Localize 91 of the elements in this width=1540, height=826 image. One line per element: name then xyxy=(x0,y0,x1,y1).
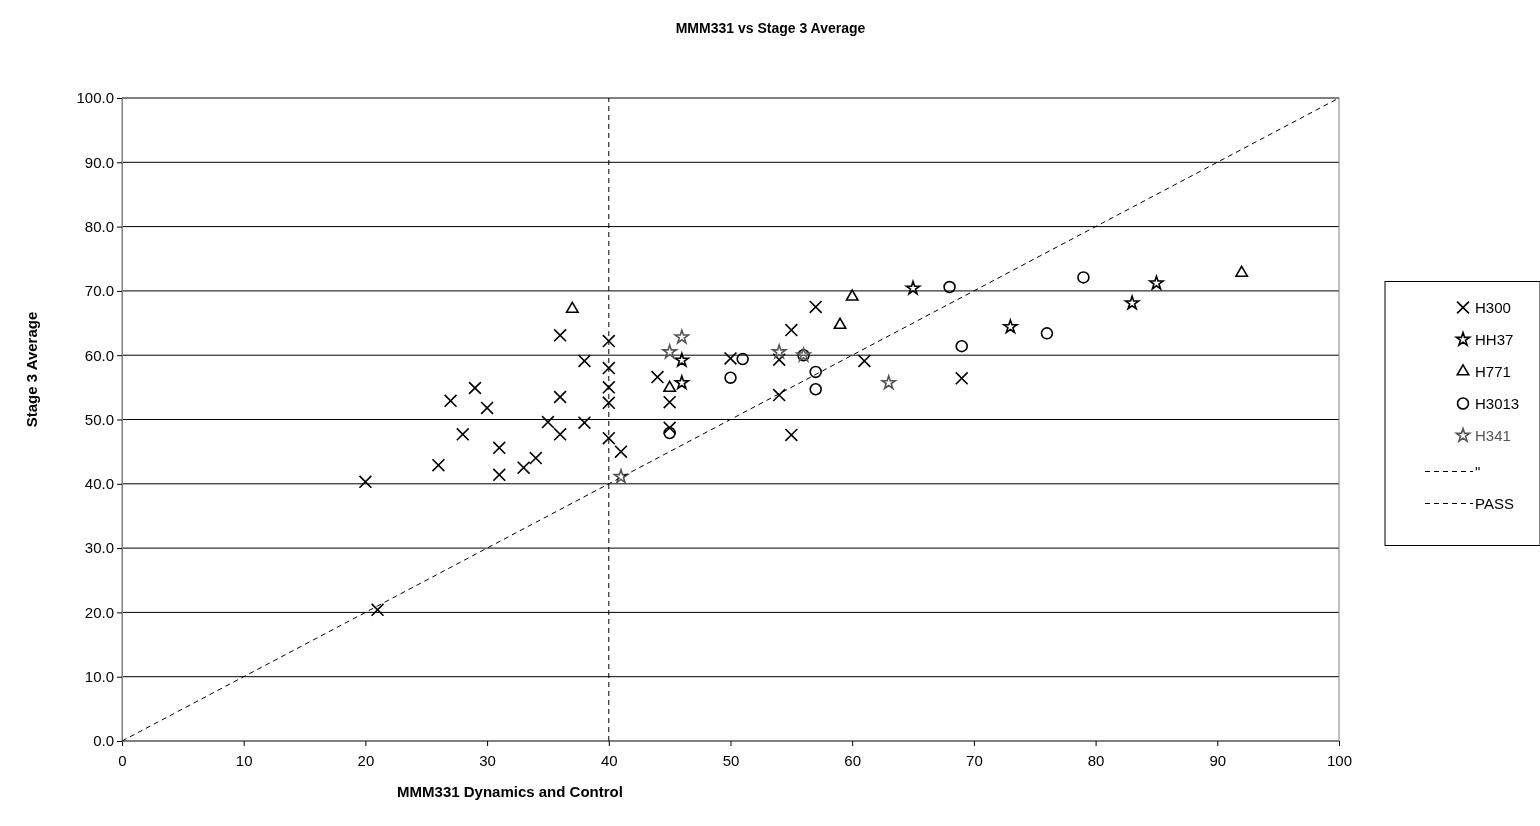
point xyxy=(516,460,531,475)
point xyxy=(955,339,968,353)
point xyxy=(565,301,579,313)
x-tick-label: 90 xyxy=(1209,751,1227,769)
point xyxy=(370,603,385,617)
point xyxy=(613,468,629,484)
point xyxy=(492,468,506,482)
legend-label: PASS xyxy=(1475,494,1514,512)
point xyxy=(529,451,543,465)
point xyxy=(553,427,567,442)
y-tick-label: 70.0 xyxy=(84,282,114,300)
point xyxy=(662,395,677,409)
y-tick-label: 0.0 xyxy=(93,732,114,750)
point xyxy=(771,344,787,359)
point xyxy=(1149,275,1164,290)
x-tick-label: 100 xyxy=(1326,751,1353,769)
x-tick-label: 70 xyxy=(966,751,983,769)
y-tick-label: 100.0 xyxy=(76,89,114,107)
point xyxy=(443,394,458,408)
point xyxy=(492,441,506,455)
point xyxy=(808,300,823,314)
point xyxy=(857,354,872,368)
legend-label: " xyxy=(1475,462,1481,480)
y-tick-label: 10.0 xyxy=(84,668,114,685)
legend-label: H771 xyxy=(1475,362,1511,380)
point xyxy=(943,280,956,294)
point xyxy=(663,380,677,393)
point xyxy=(881,375,897,390)
y-tick-label: 20.0 xyxy=(84,603,114,621)
point xyxy=(602,334,616,348)
point xyxy=(650,370,665,384)
point xyxy=(431,458,446,472)
x-tick-label: 10 xyxy=(235,751,253,769)
point xyxy=(614,444,628,459)
point xyxy=(809,383,822,396)
point xyxy=(602,431,616,445)
point xyxy=(904,278,922,296)
x-tick-label: 60 xyxy=(844,751,862,769)
point xyxy=(833,317,847,330)
point xyxy=(772,352,786,367)
point xyxy=(480,401,494,415)
y-tick-label: 40.0 xyxy=(84,475,114,493)
point xyxy=(1003,319,1018,334)
point xyxy=(577,415,592,430)
point xyxy=(602,396,616,410)
point xyxy=(602,380,616,395)
x-tick-label: 50 xyxy=(722,751,740,769)
point xyxy=(1040,327,1054,340)
point xyxy=(845,289,859,301)
x-tick-label: 30 xyxy=(479,751,496,769)
point xyxy=(784,428,799,442)
legend-label: H341 xyxy=(1475,426,1511,444)
point xyxy=(809,365,822,379)
point xyxy=(772,388,786,402)
point xyxy=(784,323,799,337)
x-axis-title: MMM331 Dynamics and Control xyxy=(397,783,623,800)
x-tick-label: 0 xyxy=(118,751,127,769)
point xyxy=(955,371,969,386)
point xyxy=(674,329,690,344)
point xyxy=(724,371,737,384)
y-tick-label: 60.0 xyxy=(84,346,114,364)
legend-label: H300 xyxy=(1475,298,1511,316)
point xyxy=(1235,265,1249,277)
point xyxy=(602,361,616,375)
x-tick-label: 80 xyxy=(1087,751,1105,769)
y-axis-title: Stage 3 Average xyxy=(23,311,40,428)
point xyxy=(358,475,373,489)
point xyxy=(553,390,567,404)
point xyxy=(456,427,470,442)
point xyxy=(468,381,482,395)
point xyxy=(577,354,592,368)
x-tick-label: 40 xyxy=(600,751,618,769)
point xyxy=(1124,295,1140,310)
point xyxy=(662,421,677,435)
x-tick-label: 20 xyxy=(357,751,375,769)
point xyxy=(736,352,749,366)
point xyxy=(723,351,738,366)
point xyxy=(662,344,678,359)
chart-title: MMM331 vs Stage 3 Average xyxy=(675,20,866,36)
point xyxy=(541,415,555,429)
point xyxy=(1077,271,1090,284)
legend-label: HH37 xyxy=(1475,330,1514,348)
y-tick-label: 50.0 xyxy=(84,410,114,428)
y-tick-label: 80.0 xyxy=(84,217,114,235)
y-tick-label: 30.0 xyxy=(84,539,114,557)
y-tick-label: 90.0 xyxy=(84,153,114,171)
point xyxy=(674,375,690,390)
legend-label: H3013 xyxy=(1475,394,1520,412)
point xyxy=(674,352,690,367)
point xyxy=(553,328,567,342)
point xyxy=(663,426,676,440)
